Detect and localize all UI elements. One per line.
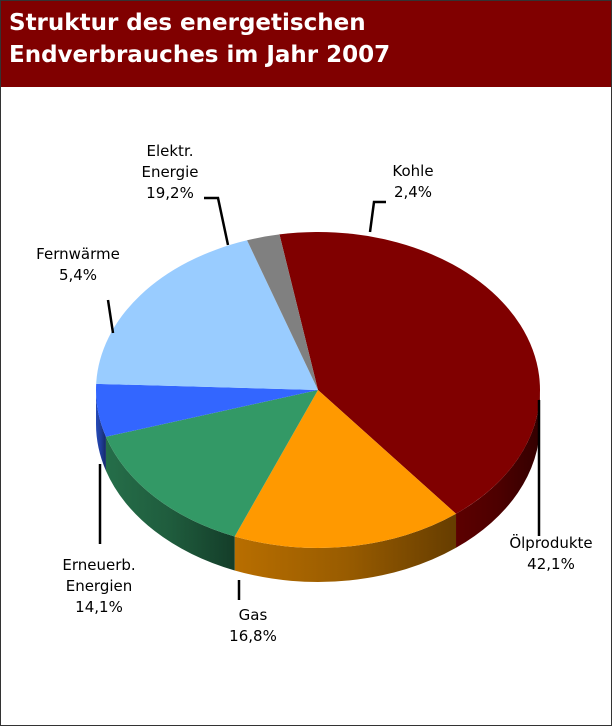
data-label-fernwaerme: Fernwärme <box>36 245 120 263</box>
title-line-2: Endverbrauches im Jahr 2007 <box>9 42 391 68</box>
data-label-value-elektr-energie: 19,2% <box>146 184 194 202</box>
data-label-value-oelprodukte: 42,1% <box>527 555 575 573</box>
data-label-value-erneuerb-energien: 14,1% <box>75 598 123 616</box>
leader-line-elektr-energie <box>204 196 230 246</box>
data-label-gas: Gas <box>239 606 268 624</box>
pie-slice-oelprodukte <box>279 232 540 514</box>
leader-line-fernwaerme <box>106 299 115 334</box>
data-label-elektr-energie: Elektr. <box>147 142 194 160</box>
slice-side-oelprodukte <box>456 390 540 548</box>
data-label-erneuerb-energien: Energien <box>66 577 133 595</box>
pie-slice-kohle <box>247 234 318 390</box>
title-line-1: Struktur des energetischen <box>9 10 366 36</box>
chart-title: Struktur des energetischen Endverbrauche… <box>9 7 599 71</box>
data-label-value-gas: 16,8% <box>229 627 277 645</box>
slice-side-fernwaerme <box>96 390 106 471</box>
slice-side-gas <box>234 513 457 582</box>
pie-slice-gas <box>234 390 457 548</box>
data-label-oelprodukte: Ölprodukte <box>509 533 592 552</box>
data-label-value-fernwaerme: 5,4% <box>59 266 97 284</box>
pie-slice-erneuerb-energien <box>105 390 318 537</box>
pie-slice-elektr-energie <box>96 240 318 390</box>
pie-slice-fernwaerme <box>96 383 318 437</box>
title-bar: Struktur des energetischen Endverbrauche… <box>1 1 611 87</box>
data-label-kohle: Kohle <box>392 162 433 180</box>
data-label-value-kohle: 2,4% <box>394 183 432 201</box>
slice-side-erneuerb-energien <box>105 436 235 571</box>
data-label-erneuerb-energien: Erneuerb. <box>62 556 135 574</box>
data-label-elektr-energie: Energie <box>141 163 198 181</box>
leader-line-kohle <box>368 200 386 233</box>
